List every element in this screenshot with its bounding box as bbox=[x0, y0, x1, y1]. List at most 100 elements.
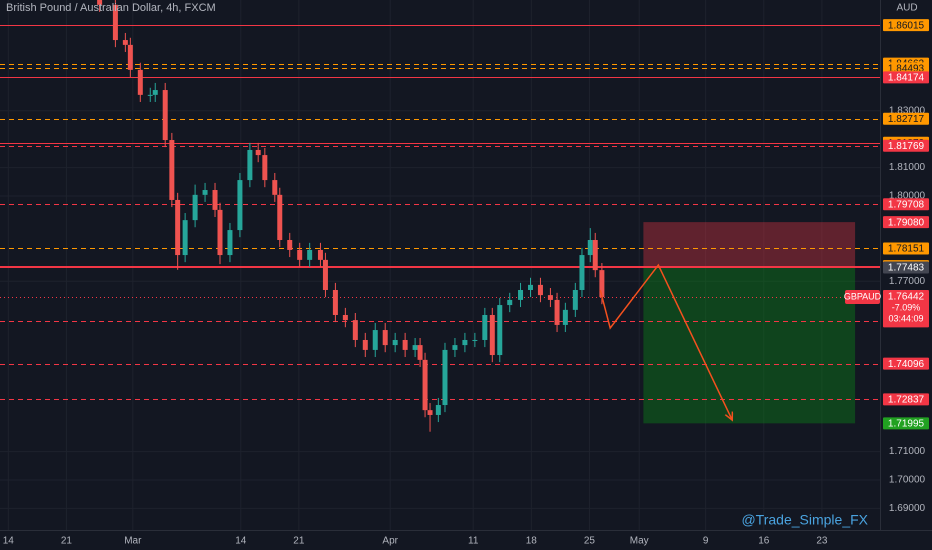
candle-body bbox=[452, 345, 458, 350]
level-tag bbox=[883, 216, 929, 229]
candle-body bbox=[322, 259, 328, 290]
x-tick-label: 18 bbox=[526, 536, 538, 547]
x-tick-label: 21 bbox=[293, 536, 305, 547]
x-tick-label: Mar bbox=[124, 536, 142, 547]
candle-body bbox=[152, 90, 158, 95]
x-tick-label: May bbox=[630, 536, 649, 547]
level-tag-label: 1.84493 bbox=[888, 64, 925, 75]
last-price-tag bbox=[883, 290, 929, 326]
candle-body bbox=[147, 94, 153, 96]
candle-body bbox=[212, 190, 218, 210]
candle-body bbox=[127, 44, 133, 70]
candle-body bbox=[182, 220, 188, 256]
projection-path bbox=[599, 263, 732, 420]
candle-body bbox=[297, 249, 303, 260]
candle-body bbox=[382, 330, 388, 346]
level-tag-label: 1.72837 bbox=[888, 395, 925, 406]
candle-body bbox=[342, 314, 348, 321]
change-label: -7.09% bbox=[892, 302, 921, 312]
level-tag-label: 1.79708 bbox=[888, 199, 925, 210]
candle-body bbox=[587, 240, 593, 256]
symbol-tag bbox=[845, 290, 880, 305]
candle-body bbox=[579, 255, 585, 290]
level-tag bbox=[883, 112, 929, 125]
candle-body bbox=[507, 299, 513, 306]
candle-body bbox=[332, 289, 338, 315]
candle-body bbox=[247, 149, 253, 181]
candle-body bbox=[137, 69, 143, 95]
level-tag bbox=[883, 242, 929, 255]
candle-body bbox=[217, 209, 223, 256]
level-tag bbox=[883, 139, 929, 152]
candle-body bbox=[427, 410, 433, 415]
y-tick-label: 1.69000 bbox=[889, 503, 926, 514]
last-price-label: 1.76442 bbox=[888, 292, 925, 303]
x-tick-label: 16 bbox=[758, 536, 770, 547]
countdown-label: 03:44:09 bbox=[888, 313, 923, 323]
candle-body bbox=[417, 345, 423, 360]
candle-body bbox=[192, 194, 198, 221]
candle-body bbox=[97, 0, 103, 5]
candle-body bbox=[112, 4, 118, 41]
symbol-label: GBPAUD bbox=[844, 291, 882, 301]
candle-body bbox=[482, 314, 488, 340]
candle-body bbox=[537, 284, 543, 296]
candle-body bbox=[572, 289, 578, 310]
level-tag bbox=[883, 198, 929, 211]
candle-body bbox=[442, 349, 448, 406]
y-tick-label: 1.71000 bbox=[889, 446, 926, 457]
y-tick-label: 1.80000 bbox=[889, 191, 926, 202]
candle-body bbox=[255, 149, 261, 156]
y-tick-label: 1.77000 bbox=[889, 276, 926, 287]
level-tag-label: 1.81769 bbox=[888, 141, 925, 152]
x-tick-label: 23 bbox=[816, 536, 828, 547]
stop-zone bbox=[643, 222, 856, 268]
y-tick-label: 1.81000 bbox=[889, 162, 926, 173]
level-tag-label: 1.86015 bbox=[888, 20, 925, 31]
candle-body bbox=[554, 299, 560, 325]
candle-body bbox=[287, 240, 293, 250]
candle-body bbox=[547, 295, 553, 300]
x-tick-label: 11 bbox=[468, 536, 479, 547]
level-tag bbox=[883, 417, 929, 430]
candle-body bbox=[472, 339, 478, 341]
level-tag-label: 1.77483 bbox=[888, 263, 925, 274]
candle-body bbox=[362, 339, 368, 350]
candle-body bbox=[518, 289, 524, 300]
level-tag-label: 1.71995 bbox=[888, 418, 925, 429]
candle-body bbox=[352, 320, 358, 340]
candle-body bbox=[599, 270, 605, 298]
level-tag bbox=[883, 261, 929, 274]
candle-body bbox=[497, 305, 503, 356]
candle-body bbox=[175, 199, 181, 256]
currency-label: AUD bbox=[896, 3, 917, 14]
candle-body bbox=[527, 284, 533, 290]
candle-body bbox=[202, 190, 208, 195]
target-zone bbox=[643, 267, 856, 424]
y-tick-label: 1.70000 bbox=[889, 475, 926, 486]
candle-body bbox=[462, 339, 468, 346]
level-tag-label: 1.74096 bbox=[888, 359, 925, 370]
level-tag-label: 1.79080 bbox=[888, 217, 925, 228]
x-tick-label: 9 bbox=[703, 536, 709, 547]
candle-body bbox=[489, 314, 495, 356]
level-tag-label: 1.78151 bbox=[888, 244, 925, 255]
candle-body bbox=[272, 180, 278, 195]
candle-body bbox=[169, 140, 175, 200]
x-tick-label: 14 bbox=[235, 536, 247, 547]
candle-body bbox=[277, 194, 283, 241]
chart-title: British Pound / Australian Dollar, 4h, F… bbox=[6, 2, 216, 14]
candle-body bbox=[562, 309, 568, 325]
candle-body bbox=[392, 339, 398, 346]
x-tick-label: Apr bbox=[382, 536, 398, 547]
candle-body bbox=[402, 339, 408, 350]
level-tag bbox=[883, 393, 929, 406]
level-tag-label: 1.82717 bbox=[888, 114, 925, 125]
candle-body bbox=[592, 240, 598, 271]
x-tick-label: 21 bbox=[61, 536, 73, 547]
level-tag-label: 1.84174 bbox=[888, 73, 925, 84]
candle-body bbox=[372, 330, 378, 350]
candle-body bbox=[227, 230, 233, 256]
